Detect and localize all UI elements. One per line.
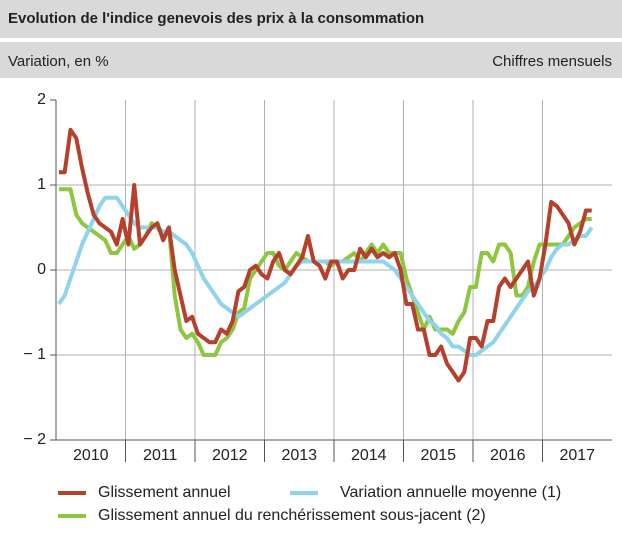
title-band	[0, 0, 622, 38]
y-tick-label: 2	[37, 91, 46, 108]
x-tick-label: 2014	[351, 447, 387, 464]
legend-label: Variation annuelle moyenne (1)	[340, 484, 561, 501]
series-line	[57, 195, 594, 357]
y-tick-label: 0	[37, 261, 46, 278]
x-tick-label: 2010	[73, 447, 109, 464]
x-tick-label: 2016	[490, 447, 526, 464]
note: Chiffres mensuels	[492, 53, 612, 70]
x-tick-label: 2013	[281, 447, 317, 464]
legend-label: Glissement annuel	[98, 484, 231, 501]
x-tick-label: 2015	[420, 447, 456, 464]
y-tick-label: − 1	[23, 346, 46, 363]
legend-label: Glissement annuel du renchérissement sou…	[98, 507, 486, 524]
subtitle-band	[0, 42, 622, 78]
x-tick-label: 2017	[559, 447, 595, 464]
subtitle: Variation, en %	[8, 53, 109, 70]
x-tick-label: 2011	[143, 447, 178, 464]
y-tick-label: 1	[37, 176, 46, 193]
chart-title: Evolution de l'indice genevois des prix …	[8, 10, 424, 27]
y-tick-label: − 2	[23, 431, 46, 448]
series-line	[58, 127, 592, 383]
x-tick-label: 2012	[212, 447, 248, 464]
